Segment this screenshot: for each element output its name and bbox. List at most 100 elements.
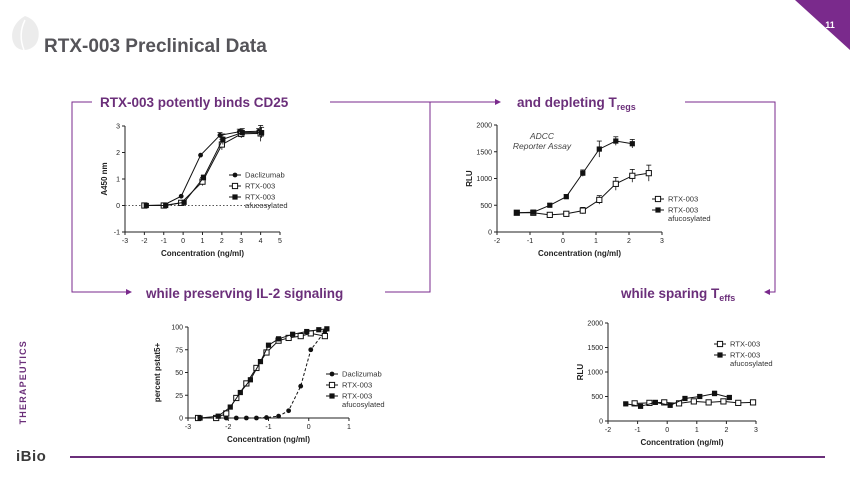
data-point [705,399,712,406]
y-tick-label: 25 [175,393,183,400]
data-point [304,328,310,335]
heading-sparing-text: while sparing T [621,286,720,301]
legend-label: Daclizumab [245,171,285,180]
arrow-preserving-connector [385,102,431,293]
x-tick-label: 0 [181,238,185,245]
y-tick-label: 1500 [587,345,603,352]
y-axis-label: RLU [465,170,474,187]
data-point [247,377,253,383]
data-point [580,170,586,176]
data-point [181,199,187,205]
x-tick-label: 2 [627,238,631,245]
y-tick-label: 1000 [476,176,492,183]
data-point [546,211,553,218]
data-point [178,193,184,199]
legend-label: RTX-003 [730,340,760,349]
x-tick-label: -1 [161,238,167,245]
corner-triangle [795,0,850,50]
data-point [563,210,570,217]
legend-marker [654,195,662,203]
data-point [612,180,619,187]
data-point [579,207,586,214]
y-tick-label: -1 [114,230,120,237]
x-tick-label: 2 [724,427,728,434]
arrow-depleting-to-sparing [685,101,776,295]
data-point [667,402,673,408]
x-axis-label: Concentration (ng/ml) [538,249,621,258]
data-point [197,415,203,421]
data-point [563,194,569,200]
legend-label: RTX-003 [668,195,698,204]
data-point [514,210,520,216]
data-point [264,415,269,420]
x-tick-label: -1 [527,238,533,245]
y-tick-label: 2000 [587,321,603,328]
heading-depleting-sub: regs [616,102,636,112]
data-point [298,383,304,389]
y-tick-label: 1500 [476,149,492,156]
legend-marker [655,207,661,213]
chart-annotation: ADCC [529,131,555,141]
y-tick-label: 0 [488,230,492,237]
series-1 [623,390,732,409]
page-number: 11 [825,20,835,30]
legend-marker [232,172,238,178]
y-tick-label: 3 [116,124,120,131]
legend-label: RTX-003 [245,193,275,202]
x-tick-label: 0 [665,427,669,434]
x-tick-label: -2 [141,238,147,245]
data-point [243,380,250,387]
legend-label: afucosylated [668,214,711,223]
data-point [243,415,249,421]
data-point [749,399,757,406]
series-line [198,331,326,419]
data-point [308,347,314,353]
teffs-chart: -2 -1 0 1 2 3 0 500 1000 1500 2000 Concentration (n… [576,321,773,448]
legend-label: RTX-003 [342,392,372,401]
y-tick-label: 0 [116,203,120,210]
data-point [547,202,553,208]
legend-label: RTX-003 [342,381,372,390]
x-tick-label: 0 [561,238,565,245]
data-point [198,152,203,158]
data-point [652,399,658,405]
x-tick-label: 1 [201,238,205,245]
y-tick-label: 0 [599,419,603,426]
data-point [720,398,727,405]
data-point [735,399,742,406]
series-line [144,132,261,206]
heading-preserving-il2: while preserving IL-2 signaling [146,286,344,301]
data-point [163,202,169,209]
x-tick-label: 4 [259,238,263,245]
data-point [613,138,619,144]
y-axis-label: RLU [576,364,585,381]
data-point [324,326,330,332]
x-tick-label: 3 [660,238,664,245]
data-point [297,333,304,340]
y-tick-label: 50 [175,370,183,377]
y-axis-label: percent pstat5+ [153,342,162,402]
legend-marker [329,371,335,377]
series-1 [514,136,635,216]
legend-marker [717,352,723,358]
data-point [290,331,296,337]
y-tick-label: 0 [179,416,183,423]
data-point [275,336,282,342]
data-point [223,410,230,417]
data-point [223,415,229,421]
legend-marker [231,182,239,190]
legend-label: afucosylated [245,201,288,210]
legend-marker [329,393,335,399]
x-tick-label: 3 [239,238,243,245]
heading-sparing-teffs: while sparing Teffs [621,286,735,303]
data-point [629,172,636,179]
legend-label: Daclizumab [342,370,382,379]
y-tick-label: 500 [591,394,603,401]
data-point [530,209,536,215]
data-point [631,400,638,407]
data-point [629,141,635,147]
x-tick-label: -3 [122,238,128,245]
series-0 [141,128,262,208]
legend-label: RTX-003 [668,206,698,215]
